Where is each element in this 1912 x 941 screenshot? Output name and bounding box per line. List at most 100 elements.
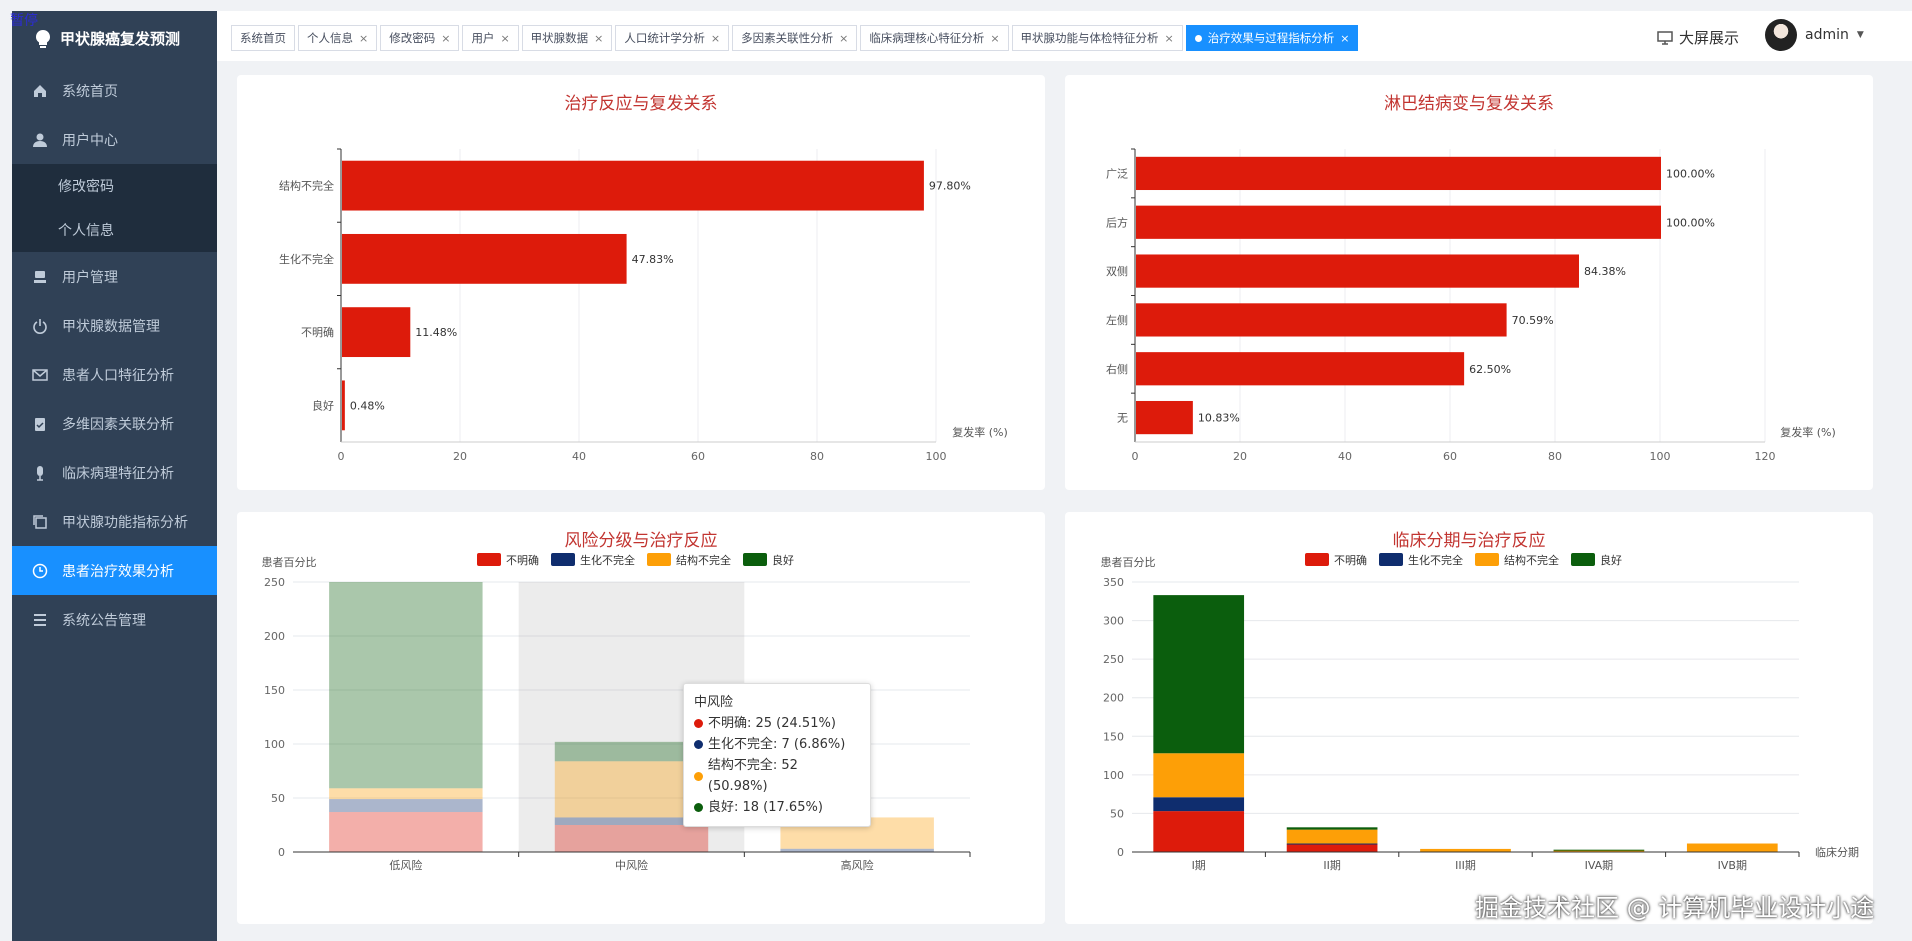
legend-label: 不明确 xyxy=(1334,554,1367,567)
y-tick-label: 150 xyxy=(264,684,285,697)
big-screen-label: 大屏展示 xyxy=(1679,29,1740,47)
bar xyxy=(1136,352,1465,386)
sidebar-item-label: 用户管理 xyxy=(62,269,118,286)
sidebar-item[interactable]: 甲状腺功能指标分析 xyxy=(12,497,217,546)
tab[interactable]: 人口统计学分析 × xyxy=(615,25,730,51)
tab[interactable]: 多因素关联性分析 × xyxy=(732,25,858,51)
tab[interactable]: 修改密码 × xyxy=(380,25,460,51)
clock-icon xyxy=(32,563,48,579)
chart-title: 治疗反应与复发关系 xyxy=(564,94,718,114)
y-tick-label: 200 xyxy=(1103,692,1124,705)
sidebar-item[interactable]: 个人信息 xyxy=(12,208,217,252)
close-icon[interactable]: × xyxy=(359,31,369,45)
sidebar-item[interactable]: 患者人口特征分析 xyxy=(12,350,217,399)
y-tick-label: 双侧 xyxy=(1106,265,1128,278)
sidebar-item-label: 个人信息 xyxy=(58,223,114,239)
close-icon[interactable]: × xyxy=(990,31,1000,45)
users-icon xyxy=(32,269,48,285)
sidebar-item-label: 系统公告管理 xyxy=(62,612,146,629)
microphone-icon xyxy=(32,465,48,481)
x-tick-label: 低风险 xyxy=(389,858,422,872)
sidebar-item[interactable]: 临床病理特征分析 xyxy=(12,448,217,497)
chart-lymph-recurrence: 0 20 40 60 80 100 120 广泛 100.00% 后方 100.00% 双侧 84.38… xyxy=(1106,148,1836,463)
bar xyxy=(342,307,411,358)
sidebar-item[interactable]: 系统首页 xyxy=(12,66,217,115)
tab-label: 个人信息 xyxy=(307,31,353,45)
sidebar-item[interactable]: 多维因素关联分析 xyxy=(12,399,217,448)
legend-label: 结构不完全 xyxy=(676,553,731,567)
stacked-bar-segment xyxy=(1286,829,1378,844)
clipboard-icon xyxy=(32,416,48,432)
tab[interactable]: 用户 × xyxy=(462,25,519,51)
top-navbar: 系统首页 个人信息 × 修改密码 × 用户 × 甲状腺数据 × 人口统计学分析 × 多因素关联性分析 ×… xyxy=(217,11,1912,61)
tooltip-row: 结构不完全: 52 (50.98%) xyxy=(694,755,860,797)
avatar xyxy=(1765,19,1797,51)
x-tick-label: 中风险 xyxy=(615,858,648,872)
sidebar-item[interactable]: 甲状腺数据管理 xyxy=(12,301,217,350)
stacked-bar-segment xyxy=(554,817,709,825)
close-icon[interactable]: × xyxy=(594,31,604,45)
stacked-bar-segment xyxy=(1286,844,1378,852)
data-label: 97.80% xyxy=(929,180,971,193)
sidebar-item[interactable]: 用户中心 xyxy=(12,115,217,164)
copy-icon xyxy=(32,514,48,530)
tab[interactable]: 个人信息 × xyxy=(298,25,378,51)
x-tick-label: III期 xyxy=(1455,859,1476,872)
sidebar-item-label: 甲状腺数据管理 xyxy=(62,318,160,335)
power-icon xyxy=(32,318,48,334)
app-logo[interactable]: 甲状腺癌复发预测 xyxy=(12,11,217,66)
x-tick-label: 80 xyxy=(1548,450,1562,463)
data-label: 100.00% xyxy=(1666,167,1715,180)
tab[interactable]: 甲状腺功能与体检特征分析 × xyxy=(1011,25,1183,51)
close-icon[interactable]: × xyxy=(710,31,721,45)
tab-label: 系统首页 xyxy=(240,31,286,45)
sidebar-item[interactable]: 用户管理 xyxy=(12,252,217,301)
x-tick-label: IVA期 xyxy=(1585,859,1614,872)
data-label: 70.59% xyxy=(1512,314,1554,327)
chart-card-treatment-recurrence: 治疗反应与复发关系 0 20 40 60 80 100 结构不完全 97.80% 生化不完全 47… xyxy=(237,75,1045,490)
sidebar-item[interactable]: 修改密码 xyxy=(12,164,217,208)
close-icon[interactable]: × xyxy=(500,31,510,45)
close-icon[interactable]: × xyxy=(1164,31,1174,45)
data-label: 10.83% xyxy=(1198,412,1240,425)
tab[interactable]: 临床病理核心特征分析 × xyxy=(860,25,1009,51)
tab[interactable]: 甲状腺数据 × xyxy=(521,25,613,51)
tooltip-row-text: 生化不完全: 7 (6.86%) xyxy=(708,737,846,752)
x-tick-label: 120 xyxy=(1755,450,1776,463)
legend-dot xyxy=(694,719,703,728)
sidebar-item-label: 患者人口特征分析 xyxy=(62,367,174,384)
tab[interactable]: 系统首页 xyxy=(231,25,295,51)
user-icon xyxy=(32,132,48,148)
x-tick-label: 高风险 xyxy=(841,858,874,872)
sidebar-item-label: 患者治疗效果分析 xyxy=(62,563,174,580)
stacked-bar-segment xyxy=(780,848,934,852)
chart-title: 淋巴结病变与复发关系 xyxy=(1384,94,1554,114)
x-tick-label: 40 xyxy=(572,450,586,463)
x-tick-label: 40 xyxy=(1338,450,1352,463)
mail-icon xyxy=(32,367,48,383)
close-icon[interactable]: × xyxy=(839,31,849,45)
y-tick-label: 0 xyxy=(1117,846,1124,859)
chart-title: 临床分期与治疗反应 xyxy=(1392,531,1546,551)
user-dropdown[interactable]: admin ▼ xyxy=(1765,19,1864,51)
y-tick-label: 无 xyxy=(1117,412,1128,425)
sidebar-item-label: 多维因素关联分析 xyxy=(62,416,174,433)
tab-label: 甲状腺功能与体检特征分析 xyxy=(1020,31,1159,45)
active-dot xyxy=(1194,34,1202,42)
close-icon[interactable]: × xyxy=(1340,31,1350,45)
sidebar-item[interactable]: 系统公告管理 xyxy=(12,595,217,644)
x-tick-label: IVB期 xyxy=(1718,859,1747,872)
tab-label: 甲状腺数据 xyxy=(530,31,589,45)
y-tick-label: 250 xyxy=(1103,653,1124,666)
data-label: 0.48% xyxy=(350,399,385,412)
y-tick-label: 350 xyxy=(1103,576,1124,589)
tab[interactable]: 治疗效果与过程指标分析 × xyxy=(1185,25,1359,51)
bar xyxy=(342,380,345,431)
stacked-bar-segment xyxy=(1153,595,1245,754)
close-icon[interactable]: × xyxy=(441,31,451,45)
x-tick-label: 20 xyxy=(453,450,467,463)
big-screen-button[interactable]: 大屏展示 xyxy=(1657,27,1739,48)
sidebar-item[interactable]: 患者治疗效果分析 xyxy=(12,546,217,595)
legend-dot xyxy=(694,740,703,749)
